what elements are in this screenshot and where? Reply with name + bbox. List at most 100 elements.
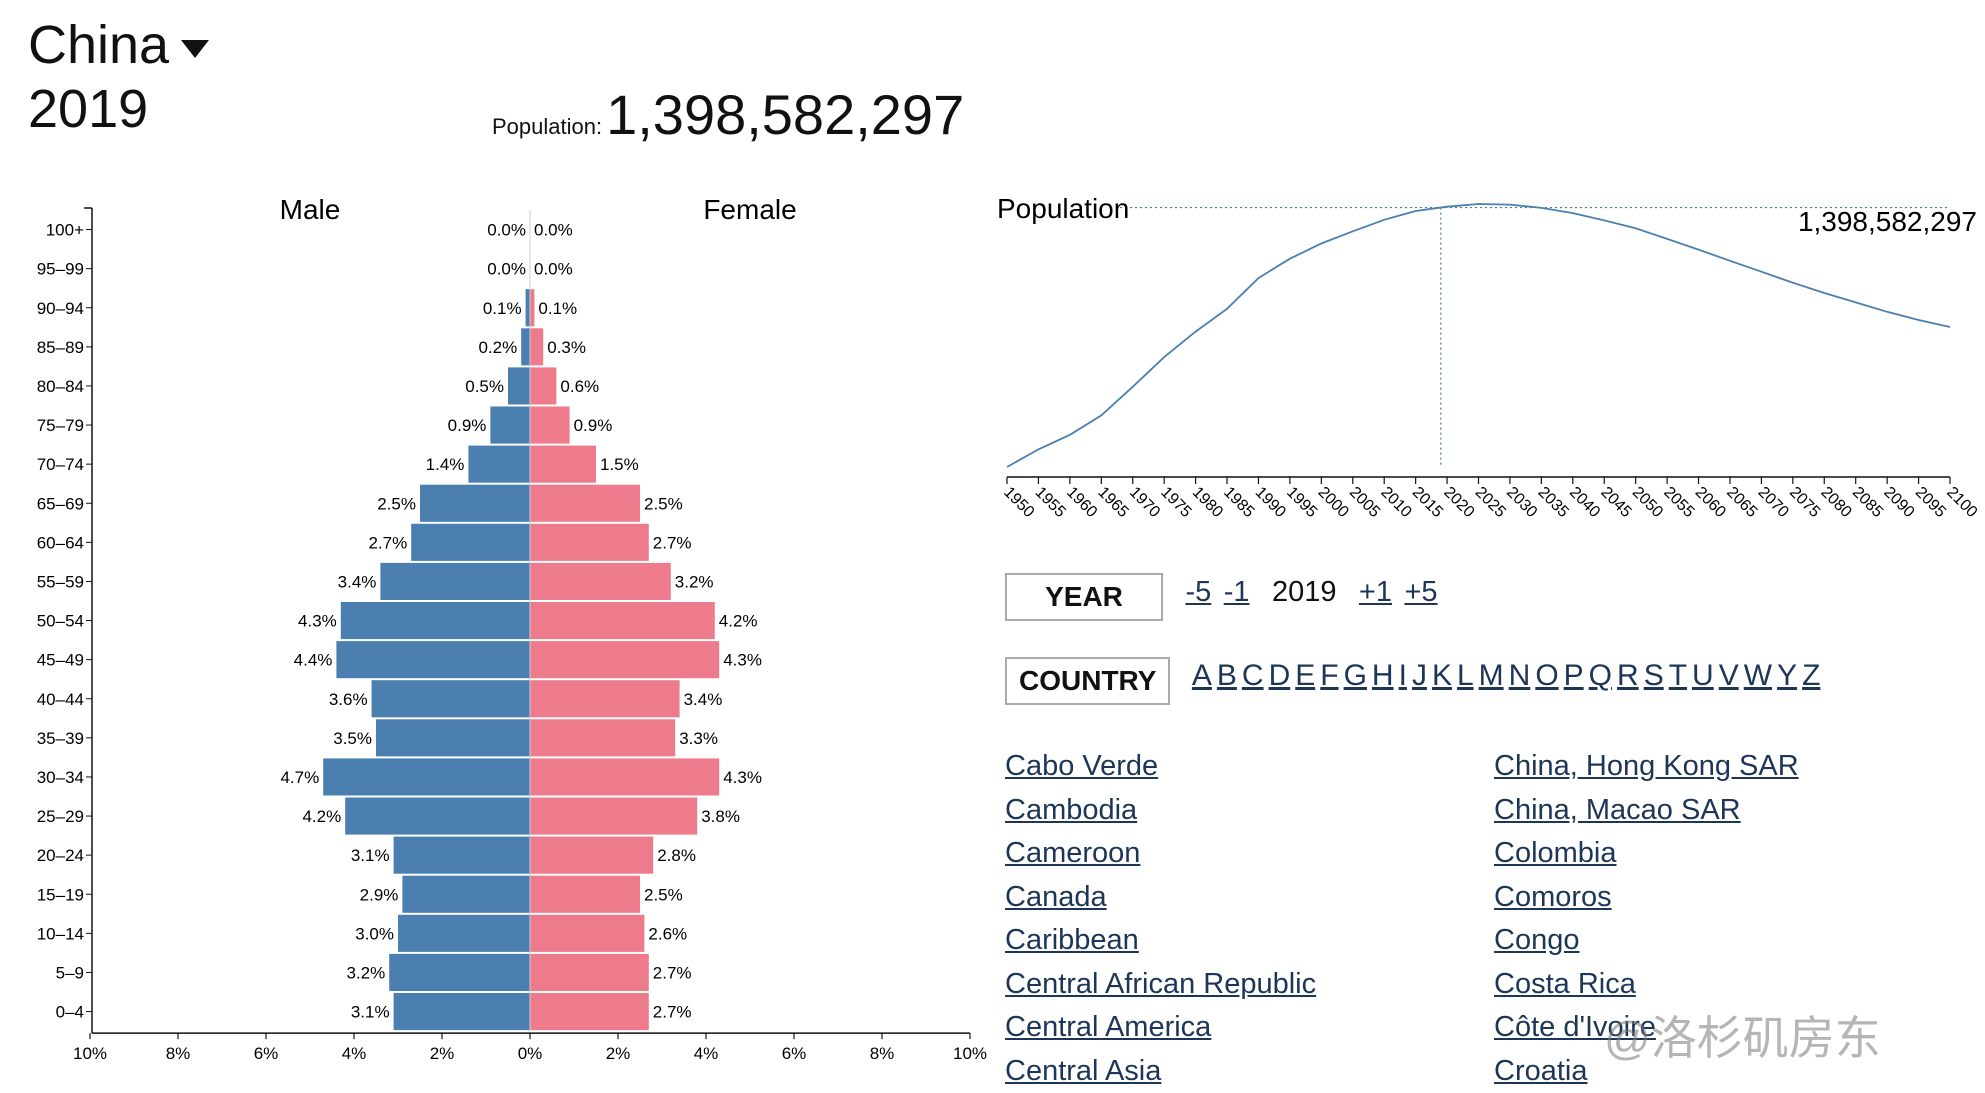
x-tick-label: 1980 [1189,484,1226,521]
year-title: 2019 [28,78,148,140]
country-button[interactable]: COUNTRY [1005,657,1170,705]
x-tick-label: 2085 [1849,484,1886,521]
chevron-down-icon[interactable] [181,40,209,58]
country-link[interactable]: Central Asia [1005,1050,1316,1093]
male-value-label: 0.0% [487,221,526,240]
country-link[interactable]: Costa Rica [1494,963,1799,1007]
country-link[interactable]: Canada [1005,876,1316,920]
year-plus5-link[interactable]: +5 [1404,576,1437,608]
male-bar [521,328,530,365]
country-letter-link[interactable]: J [1412,659,1427,692]
country-letter-link[interactable]: U [1692,659,1714,692]
female-bar [530,993,649,1030]
country-name: China [28,15,169,75]
female-bar [530,602,715,639]
country-link[interactable]: Central African Republic [1005,963,1316,1007]
population-value: 1,398,582,297 [606,83,964,146]
country-letter-link[interactable]: E [1295,659,1315,692]
male-bar [411,524,530,561]
male-value-label: 0.5% [465,377,504,396]
country-letter-link[interactable]: L [1457,659,1474,692]
line-chart-value-label: 1,398,582,297 [1798,206,1977,237]
female-bar [530,328,543,365]
x-tick-label: 1995 [1283,484,1320,521]
country-link[interactable]: Caribbean [1005,919,1316,963]
x-tick-label: 1955 [1032,484,1069,521]
country-letter-link[interactable]: D [1269,659,1291,692]
country-letter-link[interactable]: C [1242,659,1264,692]
country-link[interactable]: Cabo Verde [1005,745,1316,789]
male-value-label: 3.0% [355,924,394,943]
age-group-label: 80–84 [37,377,84,396]
male-bar [341,602,530,639]
country-letter-link[interactable]: M [1479,659,1504,692]
country-letter-link[interactable]: Z [1802,659,1820,692]
female-value-label: 0.6% [560,377,599,396]
female-value-label: 0.9% [574,416,613,435]
female-value-label: 0.1% [538,299,577,318]
male-value-label: 4.2% [302,807,341,826]
female-value-label: 0.0% [534,260,573,279]
country-letter-link[interactable]: B [1217,659,1237,692]
country-link[interactable]: Comoros [1494,876,1799,920]
age-group-label: 95–99 [37,260,84,279]
country-letter-link[interactable]: W [1744,659,1772,692]
male-value-label: 4.4% [294,651,333,670]
x-tick-label: 2030 [1503,484,1540,521]
country-link[interactable]: Cambodia [1005,789,1316,833]
male-bar [468,446,530,483]
female-bar [530,641,719,678]
country-letter-link[interactable]: V [1719,659,1739,692]
country-letter-link[interactable]: F [1320,659,1338,692]
male-value-label: 3.1% [351,846,390,865]
female-bar [530,758,719,795]
country-selector[interactable]: China [28,14,209,76]
country-letter-link[interactable]: Y [1777,659,1797,692]
female-bar [530,446,596,483]
country-letter-link[interactable]: Q [1589,659,1612,692]
country-link[interactable]: Cameroon [1005,832,1316,876]
year-minus5-link[interactable]: -5 [1185,576,1211,608]
country-letter-link[interactable]: N [1509,659,1531,692]
female-value-label: 4.2% [719,612,758,631]
male-label: Male [280,194,341,225]
country-letter-link[interactable]: P [1564,659,1584,692]
female-bar [530,407,570,444]
male-bar [389,954,530,991]
year-minus1-link[interactable]: -1 [1224,576,1250,608]
year-button[interactable]: YEAR [1005,573,1163,621]
female-value-label: 1.5% [600,455,639,474]
female-value-label: 0.3% [547,338,586,357]
x-tick-label: 2% [430,1044,455,1060]
country-link[interactable]: Central America [1005,1006,1316,1050]
male-value-label: 3.4% [338,572,377,591]
country-letter-link[interactable]: A [1192,659,1212,692]
x-tick-label: 1950 [1000,484,1037,521]
female-bar [530,798,697,835]
country-letter-link[interactable]: I [1399,659,1407,692]
x-tick-label: 2005 [1346,484,1383,521]
x-tick-label: 2035 [1535,484,1572,521]
female-value-label: 2.7% [653,1003,692,1022]
country-letter-link[interactable]: T [1669,659,1687,692]
year-plus1-link[interactable]: +1 [1359,576,1392,608]
country-link[interactable]: Colombia [1494,832,1799,876]
country-letter-link[interactable]: H [1372,659,1394,692]
female-bar [530,367,556,404]
male-bar [402,876,530,913]
age-group-label: 5–9 [56,963,84,982]
country-link[interactable]: China, Hong Kong SAR [1494,745,1799,789]
country-letter-link[interactable]: R [1617,659,1639,692]
female-bar [530,876,640,913]
country-letter-link[interactable]: G [1344,659,1367,692]
country-letter-link[interactable]: O [1535,659,1558,692]
male-value-label: 3.5% [333,729,372,748]
age-group-label: 30–34 [37,768,84,787]
country-letter-link[interactable]: K [1432,659,1452,692]
male-value-label: 4.7% [280,768,319,787]
country-link[interactable]: China, Macao SAR [1494,789,1799,833]
country-link[interactable]: Congo [1494,919,1799,963]
country-letter-link[interactable]: S [1644,659,1664,692]
male-bar [508,367,530,404]
